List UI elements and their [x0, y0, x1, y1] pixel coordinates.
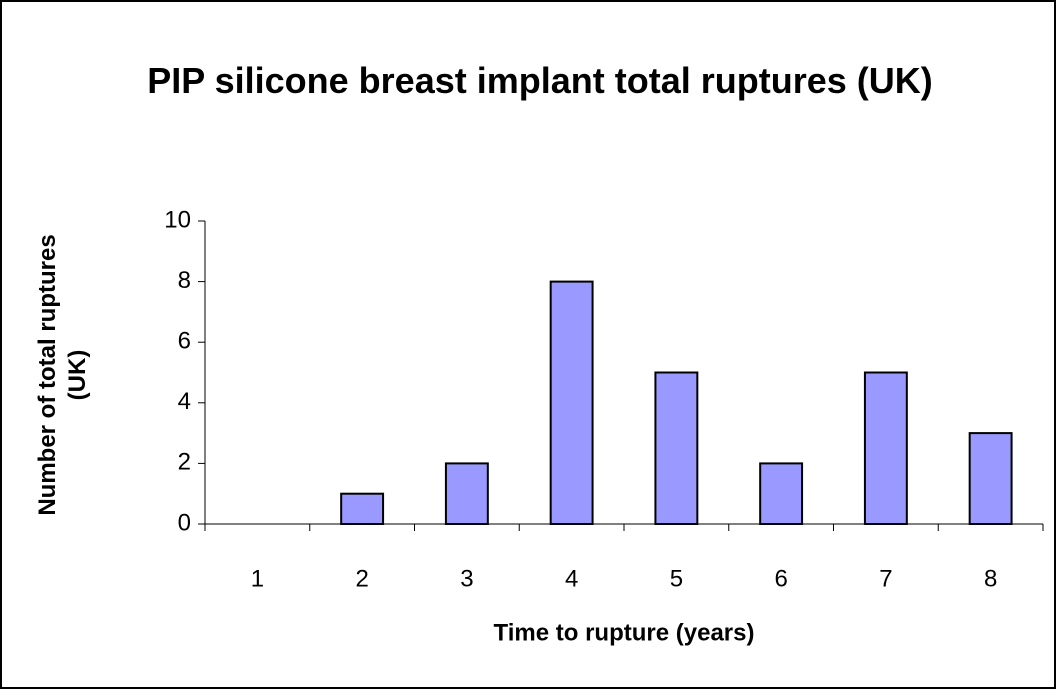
x-tick-label: 4: [565, 565, 578, 592]
x-tick-label: 2: [355, 565, 368, 592]
bar: [759, 462, 804, 525]
y-tick-label: 0: [178, 509, 191, 536]
x-tick-label: 7: [879, 565, 892, 592]
y-tick-label: 6: [178, 328, 191, 355]
bar: [863, 371, 908, 525]
bar: [549, 280, 594, 525]
y-axis-label: Number of total ruptures (UK): [34, 234, 91, 516]
x-tick-label: 8: [984, 565, 997, 592]
x-tick-label: 3: [460, 565, 473, 592]
y-tick-label: 10: [164, 206, 191, 233]
bar: [340, 492, 385, 526]
x-tick-label: 1: [251, 565, 264, 592]
y-tick-label: 8: [178, 267, 191, 294]
y-tick-label: 2: [178, 449, 191, 476]
bar: [654, 371, 699, 525]
chart-title: PIP silicone breast implant total ruptur…: [147, 60, 933, 101]
bar: [968, 432, 1013, 526]
x-tick-label: 6: [774, 565, 787, 592]
x-tick-label: 5: [670, 565, 683, 592]
x-axis-label: Time to rupture (years): [494, 619, 755, 646]
y-tick-label: 4: [178, 388, 191, 415]
bar: [444, 462, 489, 525]
